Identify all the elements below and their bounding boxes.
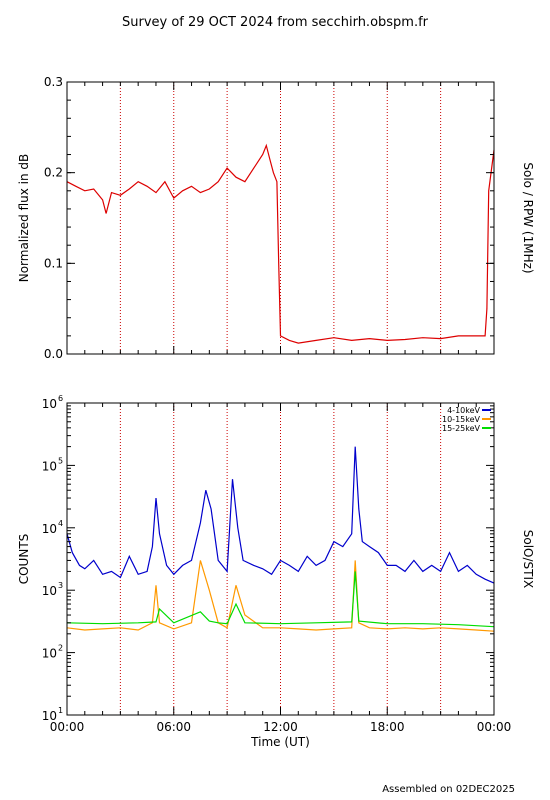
y-tick-exponent: 2 xyxy=(58,644,63,653)
y-tick-exponent: 3 xyxy=(58,581,63,590)
series-line-15-25kev xyxy=(66,571,495,628)
y-tick-label: 10 xyxy=(42,709,57,723)
page-title: Survey of 29 OCT 2024 from secchirh.obsp… xyxy=(122,15,429,30)
series-line-0 xyxy=(66,143,495,344)
series-line-10-15kev xyxy=(66,560,495,632)
y-tick-exponent: 6 xyxy=(58,394,63,403)
x-tick-label: 00:00 xyxy=(477,720,512,734)
y-axis-label: Normalized flux in dB xyxy=(17,154,31,283)
y-tick-label: 10 xyxy=(42,459,57,473)
y-tick-exponent: 5 xyxy=(58,456,63,465)
y-tick-label: 0.1 xyxy=(44,256,63,270)
legend-entry-label: 4-10keV xyxy=(447,406,480,415)
instrument-label: Solo / RPW (1MHz) xyxy=(521,162,535,273)
x-tick-label: 06:00 xyxy=(156,720,191,734)
y-tick-label: 0.3 xyxy=(44,75,63,89)
y-tick-label: 10 xyxy=(42,397,57,411)
y-tick-label: 10 xyxy=(42,522,57,536)
y-tick-label: 10 xyxy=(42,584,57,598)
y-tick-label: 10 xyxy=(42,647,57,661)
x-tick-label: 18:00 xyxy=(370,720,405,734)
y-tick-exponent: 4 xyxy=(58,519,63,528)
y-axis-label: COUNTS xyxy=(17,534,31,585)
assembled-footer: Assembled on 02DEC2025 xyxy=(382,784,515,795)
y-tick-exponent: 1 xyxy=(58,706,63,715)
top-panel: 0.0 0.1 0.2 0.3 Normalized flux in dB Solo / … xyxy=(17,75,535,361)
y-tick-label: 0.0 xyxy=(44,347,63,361)
x-axis-label: Time (UT) xyxy=(250,735,310,749)
series-line-4-10kev xyxy=(66,446,495,584)
x-tick-label: 12:00 xyxy=(263,720,298,734)
legend-entry-label: 15-25keV xyxy=(442,424,481,433)
instrument-label: SolO/STIX xyxy=(521,530,535,589)
x-tick-label: 00:00 xyxy=(50,720,85,734)
y-tick-label: 0.2 xyxy=(44,166,63,180)
legend-entry-label: 10-15keV xyxy=(442,415,481,424)
